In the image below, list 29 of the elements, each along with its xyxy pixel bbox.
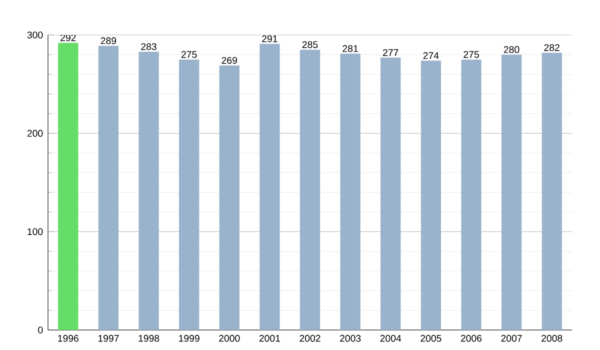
data-label: 289 <box>100 37 116 44</box>
data-label: 275 <box>464 51 479 58</box>
data-label: 291 <box>262 35 278 42</box>
y-tick-label: 300 <box>27 32 43 38</box>
y-tick-label: 100 <box>28 228 43 236</box>
data-label: 269 <box>222 56 238 64</box>
x-tick-label: 2008 <box>542 334 562 342</box>
x-tick-label: 1998 <box>138 334 160 342</box>
x-tick-label: 1997 <box>98 334 119 342</box>
x-tick-label: 2007 <box>501 334 522 342</box>
data-label: 275 <box>181 51 197 58</box>
data-label: 282 <box>544 44 560 52</box>
data-label: 285 <box>302 41 318 48</box>
x-tick-label: 2005 <box>420 334 442 342</box>
data-label: 283 <box>141 43 156 50</box>
y-tick-label: 200 <box>27 130 43 137</box>
x-tick-label: 2002 <box>300 334 320 342</box>
x-tick-label: 2004 <box>380 334 402 342</box>
x-tick-label: 2006 <box>460 334 482 342</box>
y-tick-label: 0 <box>38 326 43 334</box>
x-tick-label: 2003 <box>340 334 361 342</box>
data-label: 280 <box>504 46 520 53</box>
data-label: 274 <box>423 52 439 59</box>
x-tick-label: 1996 <box>58 334 78 342</box>
data-label: 281 <box>342 45 358 52</box>
data-label: 277 <box>383 49 398 56</box>
x-tick-label: 2001 <box>259 334 280 342</box>
x-tick-label: 2000 <box>219 334 240 342</box>
x-tick-label: 1999 <box>179 334 200 342</box>
